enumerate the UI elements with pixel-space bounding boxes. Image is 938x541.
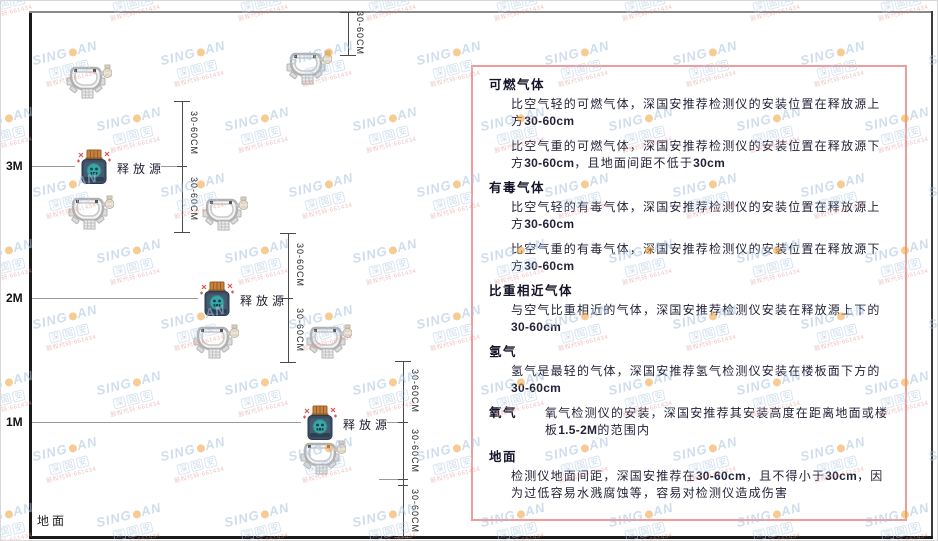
dimension-mid-tick: [398, 422, 408, 423]
dimension-mid-tick: [398, 479, 408, 480]
release-source-icon: [303, 405, 337, 440]
ground-label: 地面: [37, 514, 68, 528]
dimension-label: 30-60CM: [410, 368, 420, 413]
dimension-mid-tick: [398, 485, 408, 486]
dimension-end-tick: [395, 361, 411, 362]
dimension-end-tick: [280, 233, 296, 234]
gas-detector-icon: [68, 195, 114, 230]
guideline-section: 有毒气体比空气轻的有毒气体，深国安推荐检测仪的安装位置在释放源上方30-60cm…: [489, 180, 891, 275]
release-source-label: 释放源: [240, 294, 289, 308]
guidelines-panel: 可燃气体比空气轻的可燃气体，深国安推荐检测仪的安装位置在释放源上方30-60cm…: [471, 65, 907, 521]
dimension-end-tick: [340, 55, 356, 56]
axis-height-label: 3M: [6, 159, 23, 173]
dimension-mid-tick: [177, 166, 187, 167]
guideline-paragraph: 氢气是最轻的气体，深国安推荐氢气检测仪安装在楼板面下方的30-60cm: [511, 364, 881, 395]
axis-height-label: 2M: [6, 291, 23, 305]
dimension-mid-tick: [283, 298, 293, 299]
guideline-paragraph: 比空气重的可燃气体，深国安推荐检测仪的安装位置在释放源下方30-60cm，且地面…: [511, 139, 881, 170]
dimension-label: 30-60CM: [189, 176, 199, 221]
release-source-label: 释放源: [117, 162, 166, 176]
dimension-label: 30-60CM: [410, 428, 420, 473]
guideline-section: 可燃气体比空气轻的可燃气体，深国安推荐检测仪的安装位置在释放源上方30-60cm…: [489, 77, 891, 172]
guideline-paragraph: 氧气检测仪的安装，深国安推荐其安装高度在距离地面或楼板1.5-2M的范围内: [545, 406, 889, 437]
axis-height-label: 1M: [6, 415, 23, 429]
dimension-end-tick: [174, 101, 190, 102]
guideline-section: 氢气氢气是最轻的气体，深国安推荐氢气检测仪安装在楼板面下方的30-60cm: [489, 344, 891, 397]
guideline-heading: 有毒气体: [489, 181, 546, 195]
release-source-icon: [77, 149, 111, 184]
guideline-paragraph: 比空气重的有毒气体，深国安推荐检测仪的安装位置在释放源下方30-60cm: [511, 242, 881, 273]
guideline-heading: 氧气: [489, 406, 518, 420]
dimension-label: 30-60CM: [355, 10, 365, 55]
gas-detector-icon: [202, 196, 248, 231]
ceiling-line: [29, 11, 933, 13]
leader-line: [32, 422, 301, 423]
dimension-label: 30-60CM: [295, 307, 305, 352]
release-source-label: 释放源: [343, 418, 392, 432]
dimension-label: 30-60CM: [295, 242, 305, 287]
wall-line: [29, 11, 32, 539]
dimension-label: 30-60CM: [410, 488, 420, 533]
leader-line: [32, 298, 198, 299]
leader-line: [379, 479, 403, 480]
guideline-paragraph: 比空气轻的可燃气体，深国安推荐检测仪的安装位置在释放源上方30-60cm: [511, 97, 881, 128]
right-border-line: [931, 11, 933, 539]
release-source-icon: [200, 281, 234, 316]
guideline-section: 比重相近气体与空气比重相近的气体，深国安推荐检测仪安装在释放源上下的30-60c…: [489, 283, 891, 336]
guideline-paragraph: 比空气轻的有毒气体，深国安推荐检测仪的安装位置在释放源上方30-60cm: [511, 200, 881, 231]
gas-detector-icon: [300, 440, 346, 475]
guideline-section: 地面检测仪地面间距，深国安推荐在30-60cm，且不得小于30cm，因为过低容易…: [489, 449, 891, 502]
gas-detector-icon: [286, 50, 332, 85]
dimension-end-tick: [395, 537, 411, 538]
dimension-end-tick: [340, 12, 356, 13]
guideline-heading: 比重相近气体: [489, 284, 574, 298]
gas-detector-icon: [193, 324, 239, 359]
dimension-line: [288, 233, 289, 362]
leader-line: [161, 166, 182, 167]
leader-line: [32, 166, 75, 167]
guideline-section: 氧气 氧气检测仪的安装，深国安推荐其安装高度在距离地面或楼板1.5-2M的范围内: [489, 405, 891, 447]
dimension-end-tick: [280, 362, 296, 363]
dimension-line: [403, 361, 404, 537]
gas-detector-icon: [66, 64, 112, 99]
dimension-end-tick: [174, 232, 190, 233]
guideline-heading: 地面: [489, 450, 518, 464]
gas-detector-icon: [306, 324, 352, 359]
guideline-heading: 氢气: [489, 345, 518, 359]
dimension-label: 30-60CM: [189, 110, 199, 155]
leader-line: [387, 422, 403, 423]
guideline-heading: 可燃气体: [489, 78, 546, 92]
guideline-paragraph: 检测仪地面间距，深国安推荐在30-60cm，且不得小于30cm，因为过低容易水溅…: [511, 469, 884, 500]
dimension-line: [348, 12, 349, 55]
ground-line: [29, 536, 933, 539]
guideline-paragraph: 与空气比重相近的气体，深国安推荐检测仪安装在释放源上下的30-60cm: [511, 303, 881, 334]
